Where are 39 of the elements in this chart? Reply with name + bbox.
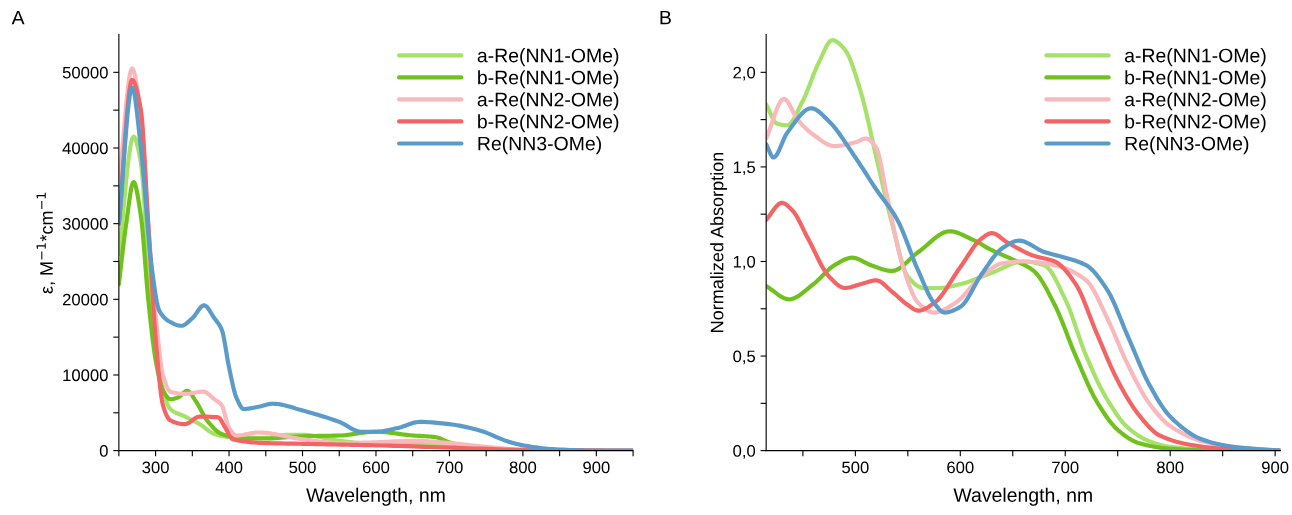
chart-title: B (660, 10, 671, 25)
legend-label: a-Re(NN2-OMe) (1124, 92, 1266, 111)
x-tick-label: 300 (142, 461, 169, 474)
x-tick-label: 800 (509, 461, 537, 474)
y-tick-label: 10000 (63, 369, 108, 382)
legend-label: Re(NN3-OMe) (478, 136, 601, 155)
legend-label: Re(NN3-OMe) (1125, 136, 1249, 155)
y-tick-label: 30000 (62, 218, 108, 230)
legend-label: a-Re(NN1-OMe) (477, 48, 619, 67)
legend-label: b-Re(NN1-OMe) (1125, 70, 1266, 89)
x-tick-label: 700 (436, 461, 463, 474)
x-tick-label: 600 (362, 461, 390, 474)
y-tick-label: 0 (99, 445, 108, 457)
x-tick-label: 500 (289, 461, 316, 474)
y-tick-label: 40000 (62, 142, 108, 155)
chart-title: A (11, 10, 25, 25)
y-tick-label: 2,0 (733, 66, 756, 81)
y-tick-label: 50000 (62, 66, 108, 79)
x-axis-title: Wavelength, nm (953, 487, 1092, 506)
y-tick-label: 1,0 (733, 255, 756, 270)
x-tick-label: 600 (947, 461, 974, 474)
legend-label: a-Re(NN1-OMe) (1124, 48, 1266, 67)
x-tick-label: 800 (1157, 461, 1184, 474)
x-tick-label: 400 (215, 461, 243, 474)
y-tick-label: 1,5 (733, 161, 756, 176)
legend-label: b-Re(NN1-OMe) (478, 70, 619, 89)
x-tick-label: 700 (1052, 461, 1079, 474)
x-tick-label: 500 (842, 461, 869, 474)
y-tick-label: 20000 (62, 293, 108, 306)
x-tick-label: 900 (583, 461, 610, 474)
y-tick-label: 0,5 (733, 350, 756, 365)
x-tick-label: 900 (1262, 461, 1289, 474)
legend-label: b-Re(NN2-OMe) (1125, 114, 1266, 133)
x-axis-title: Wavelength, nm (306, 487, 445, 506)
y-axis-title: ε, M$^{−1}$*cm$^{−1}$ (36, 192, 55, 294)
y-tick-label: 0,0 (733, 445, 756, 459)
legend-label: b-Re(NN2-OMe) (478, 114, 619, 133)
legend-label: a-Re(NN2-OMe) (477, 92, 619, 111)
y-axis-title: Normalized Absorption (710, 152, 728, 332)
